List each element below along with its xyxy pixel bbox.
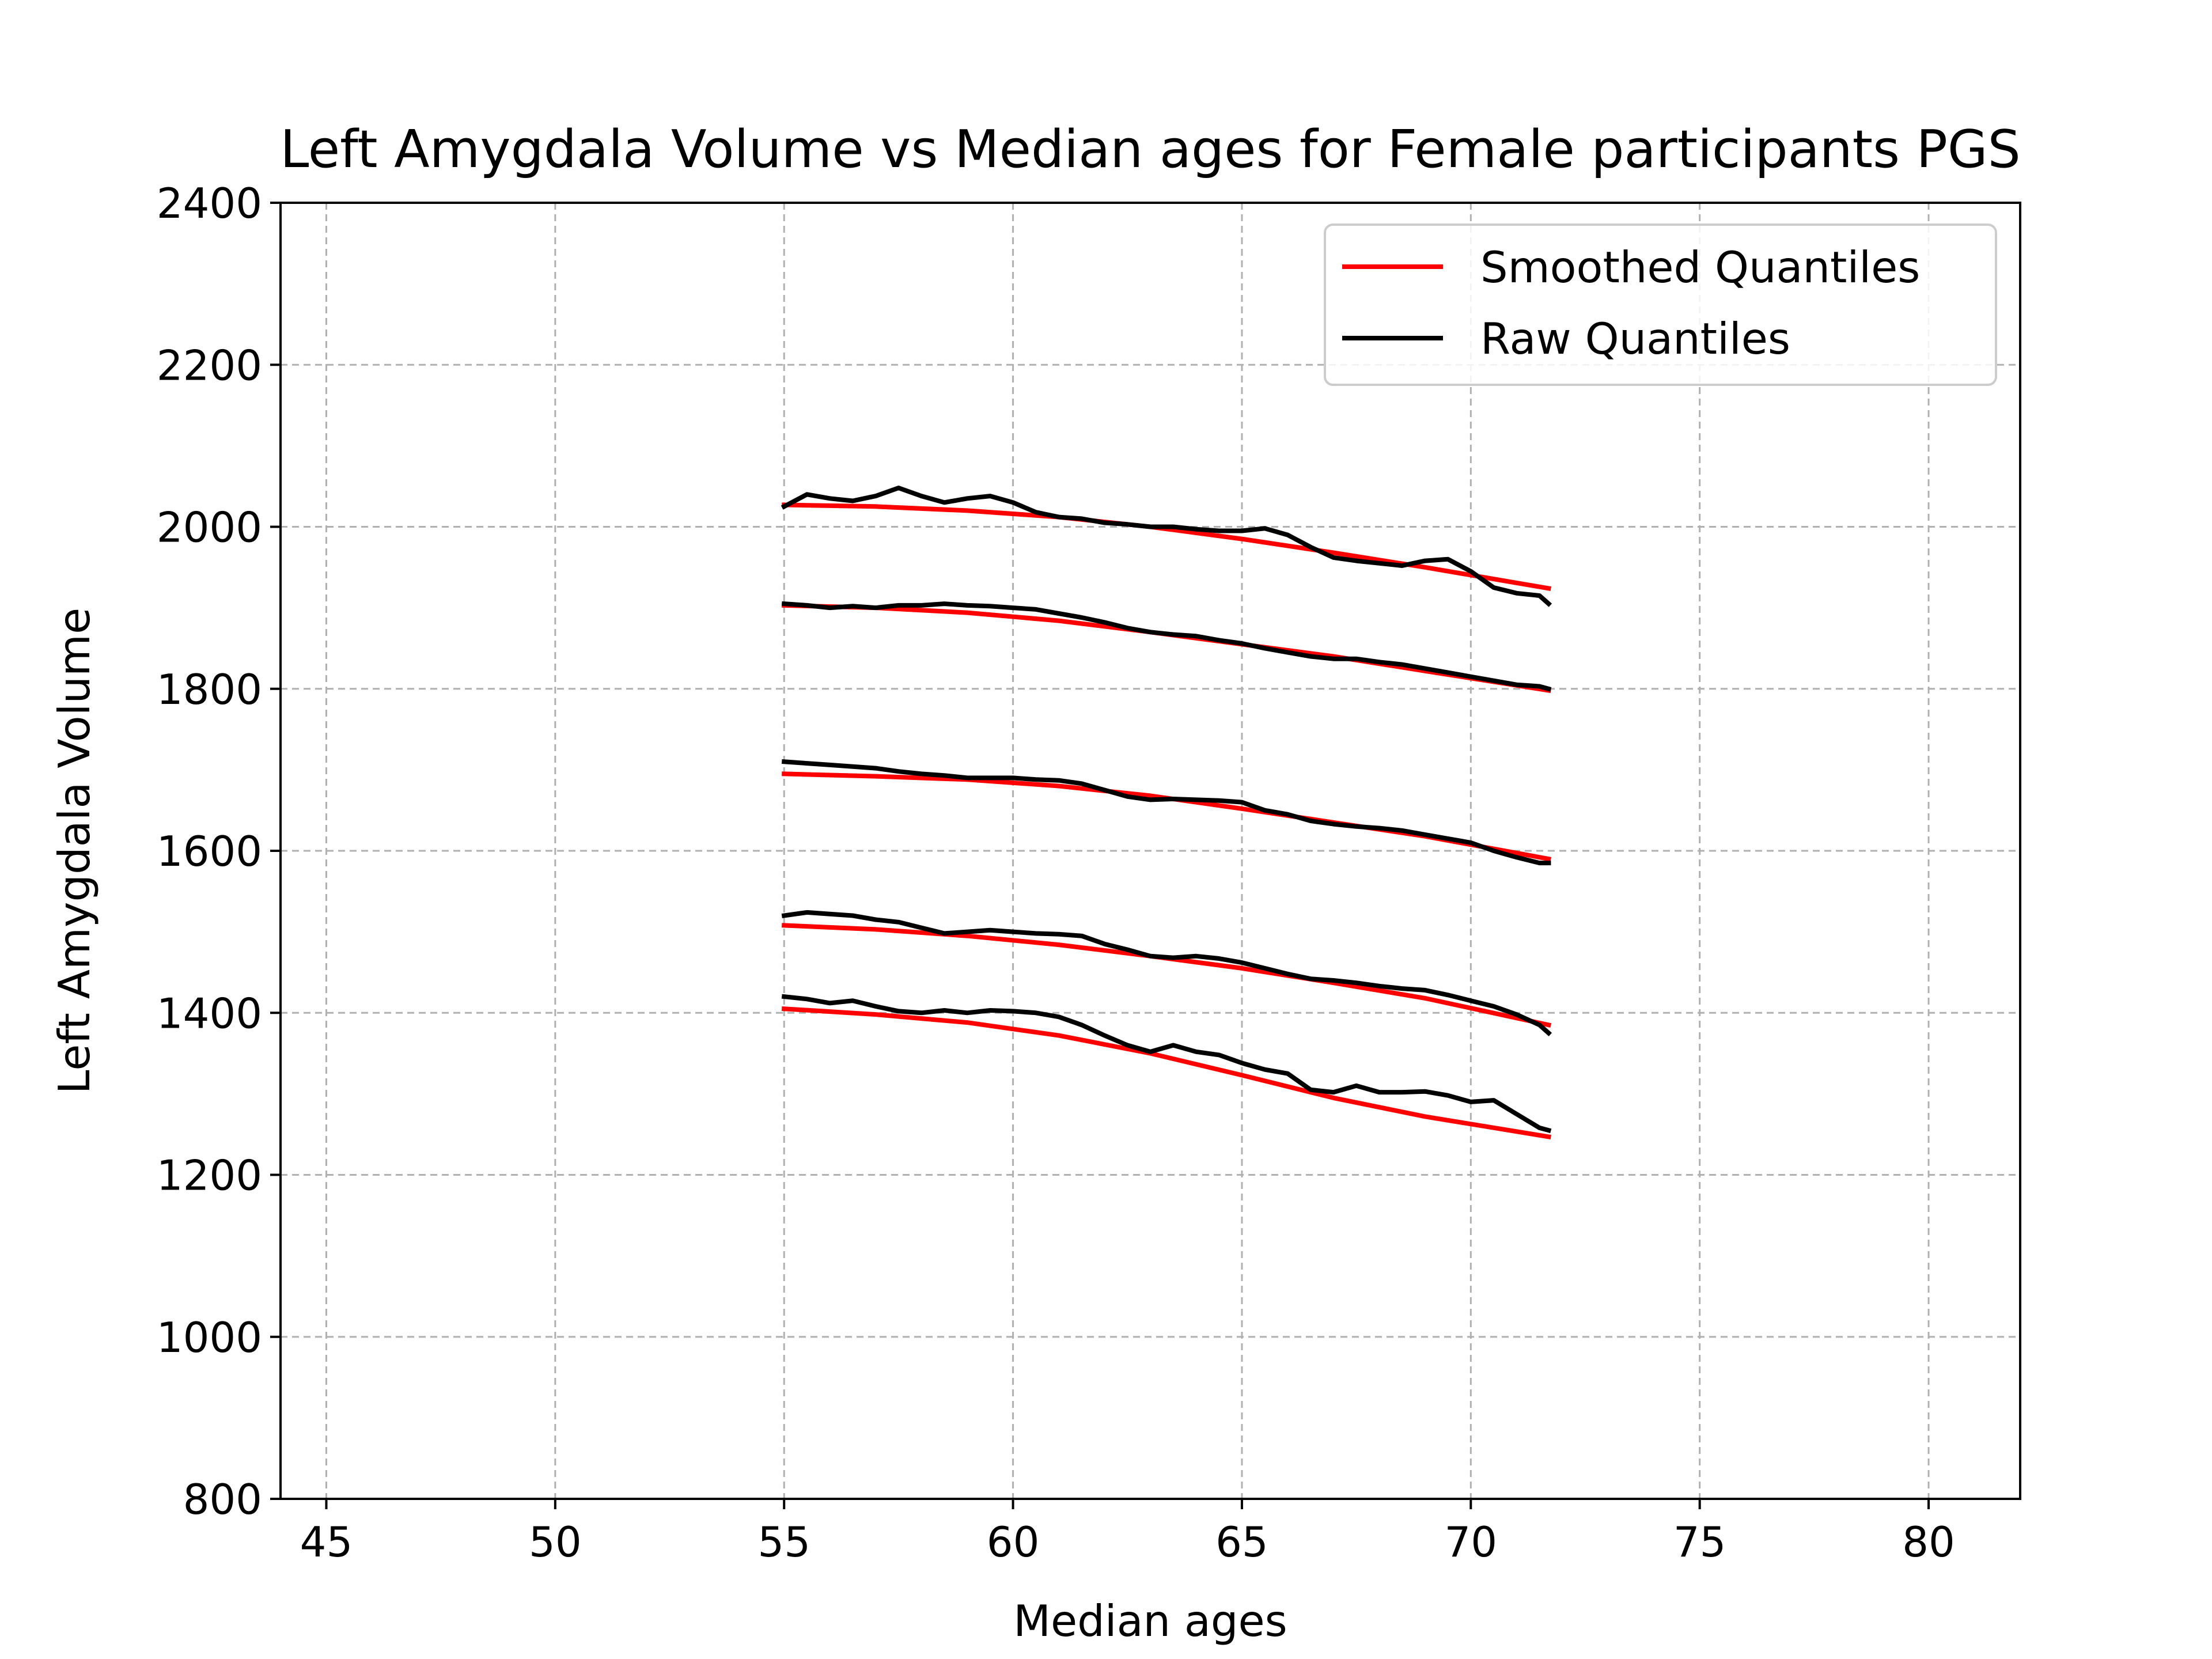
raw-quantile-line bbox=[781, 759, 1551, 866]
y-tick-label: 2200 bbox=[157, 341, 262, 389]
x-tick-label: 65 bbox=[1215, 1518, 1268, 1566]
x-tick-label: 50 bbox=[529, 1518, 582, 1566]
x-tick-label: 60 bbox=[987, 1518, 1040, 1566]
x-tick-label: 75 bbox=[1673, 1518, 1726, 1566]
chart-title: Left Amygdala Volume vs Median ages for … bbox=[280, 119, 2021, 180]
x-tick-label: 55 bbox=[757, 1518, 810, 1566]
x-tick-label: 45 bbox=[300, 1518, 353, 1566]
raw-quantile-line bbox=[781, 601, 1552, 692]
y-tick-label: 2400 bbox=[157, 179, 262, 228]
legend-box bbox=[1324, 224, 1997, 386]
raw-quantile-line bbox=[781, 910, 1552, 1037]
raw-quantile-line bbox=[781, 486, 1552, 607]
x-tick-label: 80 bbox=[1902, 1518, 1955, 1566]
y-tick-label: 1800 bbox=[157, 665, 262, 714]
y-tick-label: 2000 bbox=[157, 503, 262, 552]
y-tick-label: 1400 bbox=[157, 989, 262, 1037]
legend-label-raw: Raw Quantiles bbox=[1480, 313, 1790, 364]
series-layer bbox=[781, 486, 1552, 1139]
y-tick-label: 1000 bbox=[157, 1313, 262, 1362]
raw-quantile-line bbox=[781, 994, 1552, 1134]
y-tick-label: 1600 bbox=[157, 827, 262, 876]
y-tick-label: 800 bbox=[183, 1475, 262, 1524]
ticks: 45 50 55 60 65 70 75 80 800 1000 1200 1400 1600 1800 2… bbox=[157, 179, 1955, 1566]
x-tick-label: 70 bbox=[1445, 1518, 1498, 1566]
y-tick-label: 1200 bbox=[157, 1152, 262, 1200]
legend-label-smoothed: Smoothed Quantiles bbox=[1480, 242, 1920, 293]
y-axis-label: Left Amygdala Volume bbox=[49, 608, 100, 1094]
legend: Smoothed Quantiles Raw Quantiles bbox=[1324, 224, 1997, 386]
x-axis-label: Median ages bbox=[1013, 1596, 1287, 1646]
